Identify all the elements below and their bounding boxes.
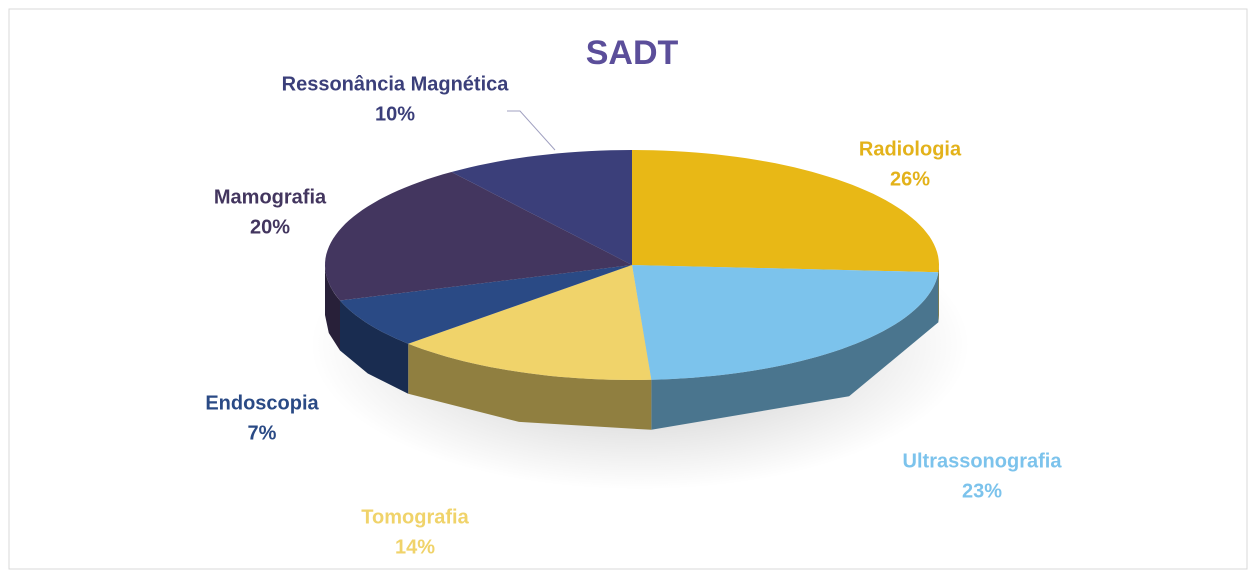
slice [408,265,652,380]
slice-label: Ressonância Magnética [282,73,510,95]
slice-label: Radiologia [859,138,962,160]
slice-value-label: 26% [890,168,930,190]
slice [340,265,632,344]
slice-side [938,265,939,323]
slice [451,150,632,265]
slice-value-label: 23% [962,480,1002,502]
slice-side [325,265,340,351]
leader-line [507,110,556,151]
slice-side [340,300,409,394]
pie [325,150,939,430]
slice-value-label: 7% [248,422,277,444]
slice-value-label: 14% [395,536,435,558]
slice [325,172,632,301]
slice-side [408,343,652,430]
labels: Radiologia 26% Ultrassonografia 23% Tomograf… [205,73,1062,558]
slice-value-label: 20% [250,216,290,238]
slice [632,150,939,273]
slice-label: Endoscopia [205,392,319,414]
slice-side [651,272,939,430]
slice-label: Ultrassonografia [903,450,1063,472]
slice-label: Tomografia [361,506,469,528]
slice [632,265,939,380]
chart-title: SADT [586,34,679,72]
slice-value-label: 10% [375,103,415,125]
slice-label: Mamografia [214,186,327,208]
